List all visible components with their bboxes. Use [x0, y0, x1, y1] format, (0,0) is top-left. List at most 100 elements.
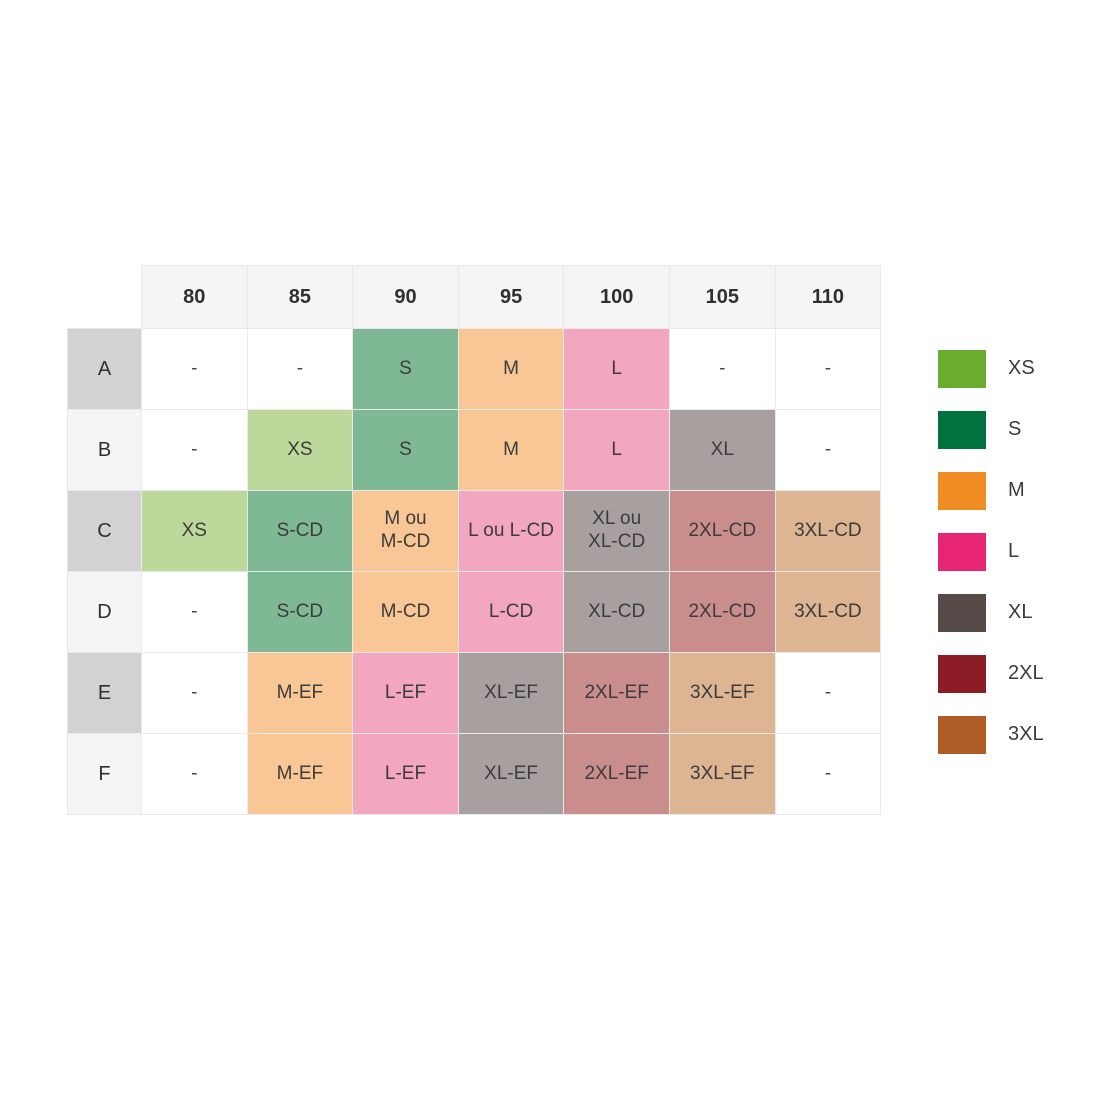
legend-swatch-icon	[938, 593, 986, 632]
row-header-c: C	[67, 490, 142, 572]
cell-e-90: L-EF	[352, 652, 459, 734]
cell-text: L-CD	[488, 600, 534, 622]
table-header: 80 85 90 95 100 105 110	[67, 265, 882, 329]
cell-a-110: -	[774, 328, 882, 410]
cell-text: -	[191, 438, 198, 460]
cell-text: -	[824, 438, 832, 460]
cell-c-80: XS	[141, 490, 248, 572]
cell-f-100: 2XL-EF	[563, 733, 670, 815]
cell-c-85: S-CD	[246, 490, 354, 572]
cell-text: S	[399, 357, 412, 379]
cell-d-95: L-CD	[457, 571, 565, 653]
cell-text: 2XL-CD	[688, 519, 757, 541]
cell-e-80: -	[141, 652, 248, 734]
cell-f-80: -	[141, 733, 248, 815]
cell-b-95: M	[457, 409, 565, 491]
cell-d-80: -	[141, 571, 248, 653]
cell-text: 3XL-CD	[794, 519, 862, 541]
cell-c-90: M ou M-CD	[352, 490, 459, 572]
cell-f-85: M-EF	[246, 733, 354, 815]
cell-text: -	[296, 357, 304, 379]
legend-swatch-icon	[938, 349, 986, 388]
legend-label: L	[1008, 540, 1020, 562]
cell-text: 2XL-CD	[688, 600, 757, 622]
cell-c-95: L ou L-CD	[457, 490, 565, 572]
cell-b-105: XL	[668, 409, 776, 491]
table-row: E - M-EF L-EF XL-EF 2XL-EF 3XL-EF -	[67, 652, 882, 734]
cell-text: S-CD	[276, 600, 324, 622]
cell-text: L ou L-CD	[468, 519, 555, 541]
column-header-85: 85	[246, 265, 354, 329]
cell-text: -	[824, 681, 832, 703]
cell-b-85: XS	[246, 409, 354, 491]
legend-item-s: S	[938, 399, 1044, 460]
cell-d-110: 3XL-CD	[774, 571, 882, 653]
legend-item-3xl: 3XL	[938, 704, 1044, 765]
cell-text: L-EF	[384, 681, 427, 703]
column-header-95: 95	[457, 265, 565, 329]
cell-a-95: M	[457, 328, 565, 410]
cell-a-90: S	[352, 328, 459, 410]
column-header-105: 105	[668, 265, 776, 329]
cell-text: -	[191, 600, 198, 622]
cell-text: S	[399, 438, 412, 460]
cell-text: XS	[181, 519, 207, 541]
column-header-80: 80	[141, 265, 248, 329]
legend-swatch-icon	[938, 410, 986, 449]
cell-b-110: -	[774, 409, 882, 491]
cell-a-100: L	[563, 328, 670, 410]
row-header-a: A	[67, 328, 142, 410]
cell-e-105: 3XL-EF	[668, 652, 776, 734]
bra-size-table: 80 85 90 95 100 105 110 A - - S M L -	[67, 265, 882, 815]
legend-swatch-icon	[938, 532, 986, 571]
legend-swatch-icon	[938, 471, 986, 510]
cell-e-95: XL-EF	[457, 652, 565, 734]
cell-text: -	[191, 762, 198, 784]
legend-label: XL	[1008, 601, 1033, 623]
row-header-f: F	[67, 733, 142, 815]
cell-f-90: L-EF	[352, 733, 459, 815]
cell-f-110: -	[774, 733, 882, 815]
legend-item-2xl: 2XL	[938, 643, 1044, 704]
cell-f-95: XL-EF	[457, 733, 565, 815]
row-header-e: E	[67, 652, 142, 734]
table-corner-cell	[67, 265, 142, 329]
cell-text: XL-CD	[588, 600, 646, 622]
cell-text: -	[824, 762, 832, 784]
cell-text: S-CD	[276, 519, 324, 541]
cell-text: L	[611, 357, 622, 379]
cell-a-105: -	[668, 328, 776, 410]
cell-d-85: S-CD	[246, 571, 354, 653]
cell-text: 3XL-CD	[794, 600, 862, 622]
cell-a-80: -	[141, 328, 248, 410]
cell-text: 2XL-EF	[584, 681, 649, 703]
row-header-d: D	[67, 571, 142, 653]
cell-b-90: S	[352, 409, 459, 491]
cell-text: XL	[710, 438, 734, 460]
cell-b-100: L	[563, 409, 670, 491]
legend-item-xl: XL	[938, 582, 1044, 643]
legend-item-xs: XS	[938, 338, 1044, 399]
size-table-container: 80 85 90 95 100 105 110 A - - S M L -	[67, 265, 882, 815]
column-header-110: 110	[774, 265, 882, 329]
legend-item-l: L	[938, 521, 1044, 582]
table-row: A - - S M L - -	[67, 328, 882, 410]
legend-label: S	[1008, 418, 1022, 440]
header-row: 80 85 90 95 100 105 110	[67, 265, 882, 329]
table-row: D - S-CD M-CD L-CD XL-CD 2XL-CD 3XL-CD	[67, 571, 882, 653]
row-header-b: B	[67, 409, 142, 491]
cell-text: XS	[287, 438, 313, 460]
cell-text: -	[824, 357, 832, 379]
cell-c-105: 2XL-CD	[668, 490, 776, 572]
cell-d-105: 2XL-CD	[668, 571, 776, 653]
cell-text: M ou M-CD	[380, 508, 431, 552]
cell-c-100: XL ou XL-CD	[563, 490, 670, 572]
cell-text: XL-EF	[484, 762, 538, 784]
legend-item-m: M	[938, 460, 1044, 521]
table-row: F - M-EF L-EF XL-EF 2XL-EF 3XL-EF -	[67, 733, 882, 815]
cell-e-100: 2XL-EF	[563, 652, 670, 734]
legend-swatch-icon	[938, 715, 986, 754]
cell-b-80: -	[141, 409, 248, 491]
cell-text: -	[719, 357, 726, 379]
